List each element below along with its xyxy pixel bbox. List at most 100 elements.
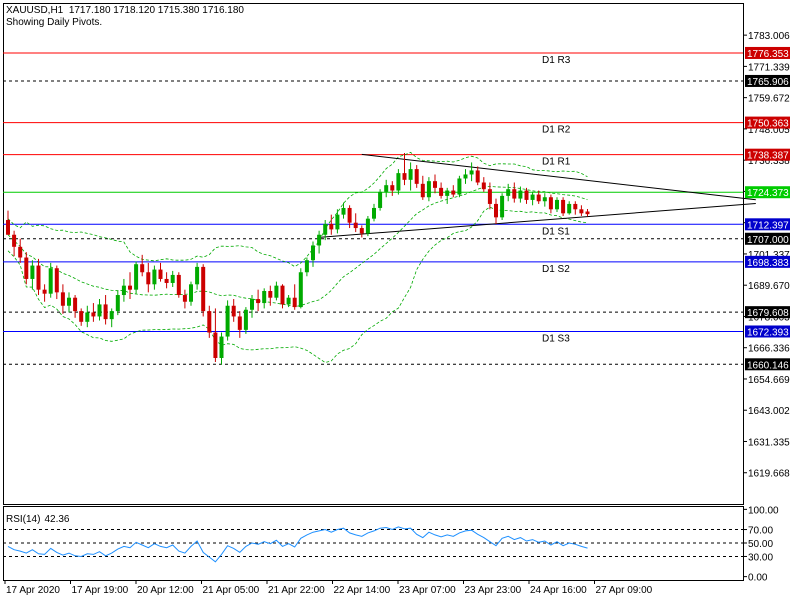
- candle-bull: [195, 266, 200, 285]
- candle-bear: [573, 203, 578, 210]
- rsi-name: RSI(14): [6, 514, 41, 525]
- level-label-bg: [745, 358, 790, 371]
- candle-bull: [304, 260, 309, 273]
- candle-bear: [359, 228, 364, 234]
- x-tick-label: 23 Apr 23:00: [465, 585, 522, 596]
- rsi-tick-label: 0.00: [748, 573, 768, 584]
- y-tick-label: 1759.672: [748, 94, 790, 105]
- candle-bear: [439, 187, 444, 196]
- candle-bull: [426, 181, 431, 198]
- candle-bull: [500, 195, 505, 218]
- rsi-line: [7, 526, 588, 563]
- candle-bear: [60, 292, 65, 306]
- rsi-tick-label: 70.00: [748, 526, 773, 537]
- candle-bull: [225, 305, 230, 337]
- candle-bear: [237, 316, 242, 330]
- candle-bull: [219, 336, 224, 358]
- bollinger-lower: [7, 206, 588, 363]
- pivot-value-bg: [745, 148, 790, 161]
- y-tick-label: 1666.336: [748, 344, 790, 355]
- pivot-value-bg: [745, 255, 790, 268]
- level-label-bg: [745, 232, 790, 245]
- candle-bull: [530, 194, 535, 200]
- level-label-bg: [745, 186, 790, 199]
- candle-bull: [250, 299, 254, 310]
- candle-bull: [170, 274, 175, 283]
- pivot-label: D1 R3: [542, 55, 571, 66]
- candle-bull: [567, 203, 572, 214]
- candle-bull: [542, 197, 547, 202]
- level-label: 1679.608: [747, 308, 789, 319]
- candle-bear: [353, 222, 358, 229]
- candle-bull: [463, 174, 468, 179]
- pivot-label: D1 S3: [542, 333, 570, 344]
- level-label-bg: [745, 306, 790, 319]
- candle-bull: [384, 185, 389, 192]
- candle-bear: [79, 311, 84, 322]
- candle-bear: [128, 285, 132, 290]
- candle-bull: [152, 269, 157, 285]
- x-tick-label: 27 Apr 09:00: [596, 585, 653, 596]
- candle-bear: [487, 189, 492, 204]
- candle-bull: [311, 245, 315, 261]
- pivot-value-bg: [745, 325, 790, 338]
- candle-bear: [18, 246, 23, 258]
- candle-bull: [115, 295, 120, 312]
- candle-bull: [457, 178, 462, 195]
- candle-bull: [121, 285, 126, 296]
- candle-bear: [231, 305, 236, 317]
- candle-bear: [91, 312, 96, 317]
- candle-bear: [585, 211, 590, 215]
- rsi-tick-label: 100.00: [748, 505, 779, 516]
- candle-bear: [103, 304, 108, 320]
- candle-bear: [12, 234, 17, 247]
- candle-bull: [262, 291, 267, 304]
- candle-bull: [506, 189, 511, 196]
- candle-bear: [24, 257, 29, 279]
- pivot-value-label: 1698.383: [747, 258, 789, 269]
- price-pane-frame: [3, 3, 744, 505]
- candle-bear: [347, 207, 352, 223]
- candle-bear: [6, 220, 10, 235]
- y-tick-label: 1748.005: [748, 125, 790, 136]
- candle-bull: [518, 190, 523, 199]
- candle-bear: [164, 278, 169, 283]
- trendline: [319, 203, 756, 238]
- candle-bull: [109, 311, 114, 320]
- x-tick-label: 17 Apr 2020: [6, 585, 60, 596]
- candle-bear: [390, 185, 395, 191]
- level-label-bg: [745, 74, 790, 87]
- candle-bull: [555, 199, 559, 210]
- candle-bear: [329, 224, 334, 230]
- pivot-value-bg: [745, 116, 790, 129]
- y-tick-label: 1689.670: [748, 281, 790, 292]
- pivot-value-label: 1776.353: [747, 49, 789, 60]
- candle-bear: [524, 190, 529, 200]
- pivot-label: D1 R1: [542, 157, 571, 168]
- candle-bull: [335, 214, 340, 230]
- chart-symbol-header: XAUUSD,H1 1717.180 1718.120 1715.380 171…: [6, 5, 244, 16]
- candle-bear: [536, 194, 541, 202]
- candle-bull: [445, 190, 450, 196]
- candle-bull: [243, 309, 248, 330]
- candle-bear: [54, 268, 59, 293]
- candle-bull: [134, 264, 139, 290]
- y-tick-label: 1631.335: [748, 437, 790, 448]
- candle-bull: [67, 297, 71, 306]
- candle-bull: [378, 191, 383, 208]
- candle-bull: [323, 224, 328, 235]
- level-label: 1765.906: [747, 77, 789, 88]
- candle-bull: [48, 268, 53, 294]
- candle-bull: [286, 297, 291, 305]
- candle-bull: [97, 304, 102, 317]
- pivot-label: D1 S1: [542, 226, 570, 237]
- pivot-value-label: 1712.397: [747, 220, 789, 231]
- candle-bull: [341, 207, 346, 215]
- candle-bull: [274, 285, 279, 298]
- candle-bear: [280, 285, 285, 305]
- bollinger-upper: [7, 151, 588, 268]
- candle-bear: [158, 269, 163, 279]
- candle-bear: [73, 297, 78, 312]
- level-label: 1724.373: [747, 188, 789, 199]
